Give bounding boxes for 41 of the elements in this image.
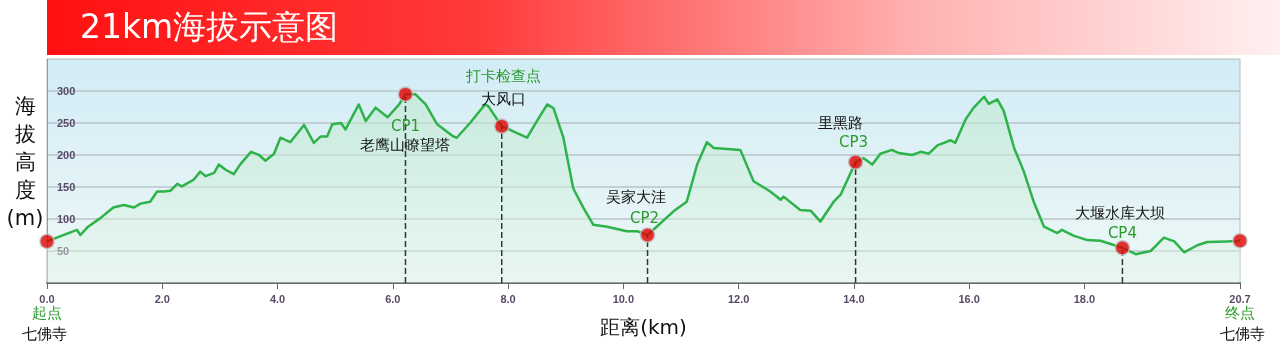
x-tick-label: 16.0: [958, 292, 980, 305]
annotation: CP1: [390, 117, 421, 136]
annotation: 吴家大洼: [605, 188, 666, 206]
annotation: 七佛寺: [21, 325, 67, 343]
annotation: 起点: [32, 304, 62, 322]
annotation: CP3: [839, 133, 869, 152]
x-tick-label: 8.0: [500, 292, 516, 305]
annotation: 七佛寺: [1219, 325, 1265, 343]
annotation: 大堰水库大坝: [1075, 203, 1166, 222]
point: [1232, 233, 1248, 249]
annotation: 大风口: [481, 90, 527, 109]
x-axis-title: 距离(km): [600, 315, 687, 339]
x-tick-label: 2.0: [154, 292, 170, 305]
y-axis-title: 海拔高度(m): [6, 93, 44, 232]
y-tick-label: 100: [57, 213, 76, 225]
point: [493, 118, 510, 134]
y-tick-label: 300: [57, 85, 76, 97]
point: [39, 233, 55, 250]
y-tick-label: 150: [57, 181, 76, 193]
x-tick-label: 4.0: [269, 292, 286, 305]
chart-title: 21km海拔示意图: [80, 6, 339, 48]
y-tick-label: 50: [57, 245, 70, 257]
x-tick-label: 14.0: [843, 292, 865, 305]
point: [1114, 240, 1131, 256]
y-tick-label: 200: [57, 149, 76, 161]
point: [639, 227, 656, 243]
annotation: 终点: [1225, 304, 1255, 322]
annotation: 老鹰山瞭望塔: [360, 136, 451, 155]
x-tick-label: 6.0: [385, 292, 401, 305]
annotation: 里黑路: [818, 114, 864, 133]
annotation: 打卡检查点: [465, 67, 542, 86]
x-tick-label: 10.0: [612, 292, 635, 305]
point: [847, 154, 864, 170]
x-tick-label: 0.0: [39, 292, 55, 305]
point: [397, 86, 414, 102]
y-tick-label: 250: [57, 117, 76, 129]
x-tick-label: 20.7: [1229, 292, 1251, 305]
annotation: CP4: [1107, 223, 1137, 242]
x-tick-label: 12.0: [727, 292, 750, 305]
annotation: CP2: [630, 209, 660, 227]
x-tick-label: 18.0: [1073, 292, 1096, 305]
